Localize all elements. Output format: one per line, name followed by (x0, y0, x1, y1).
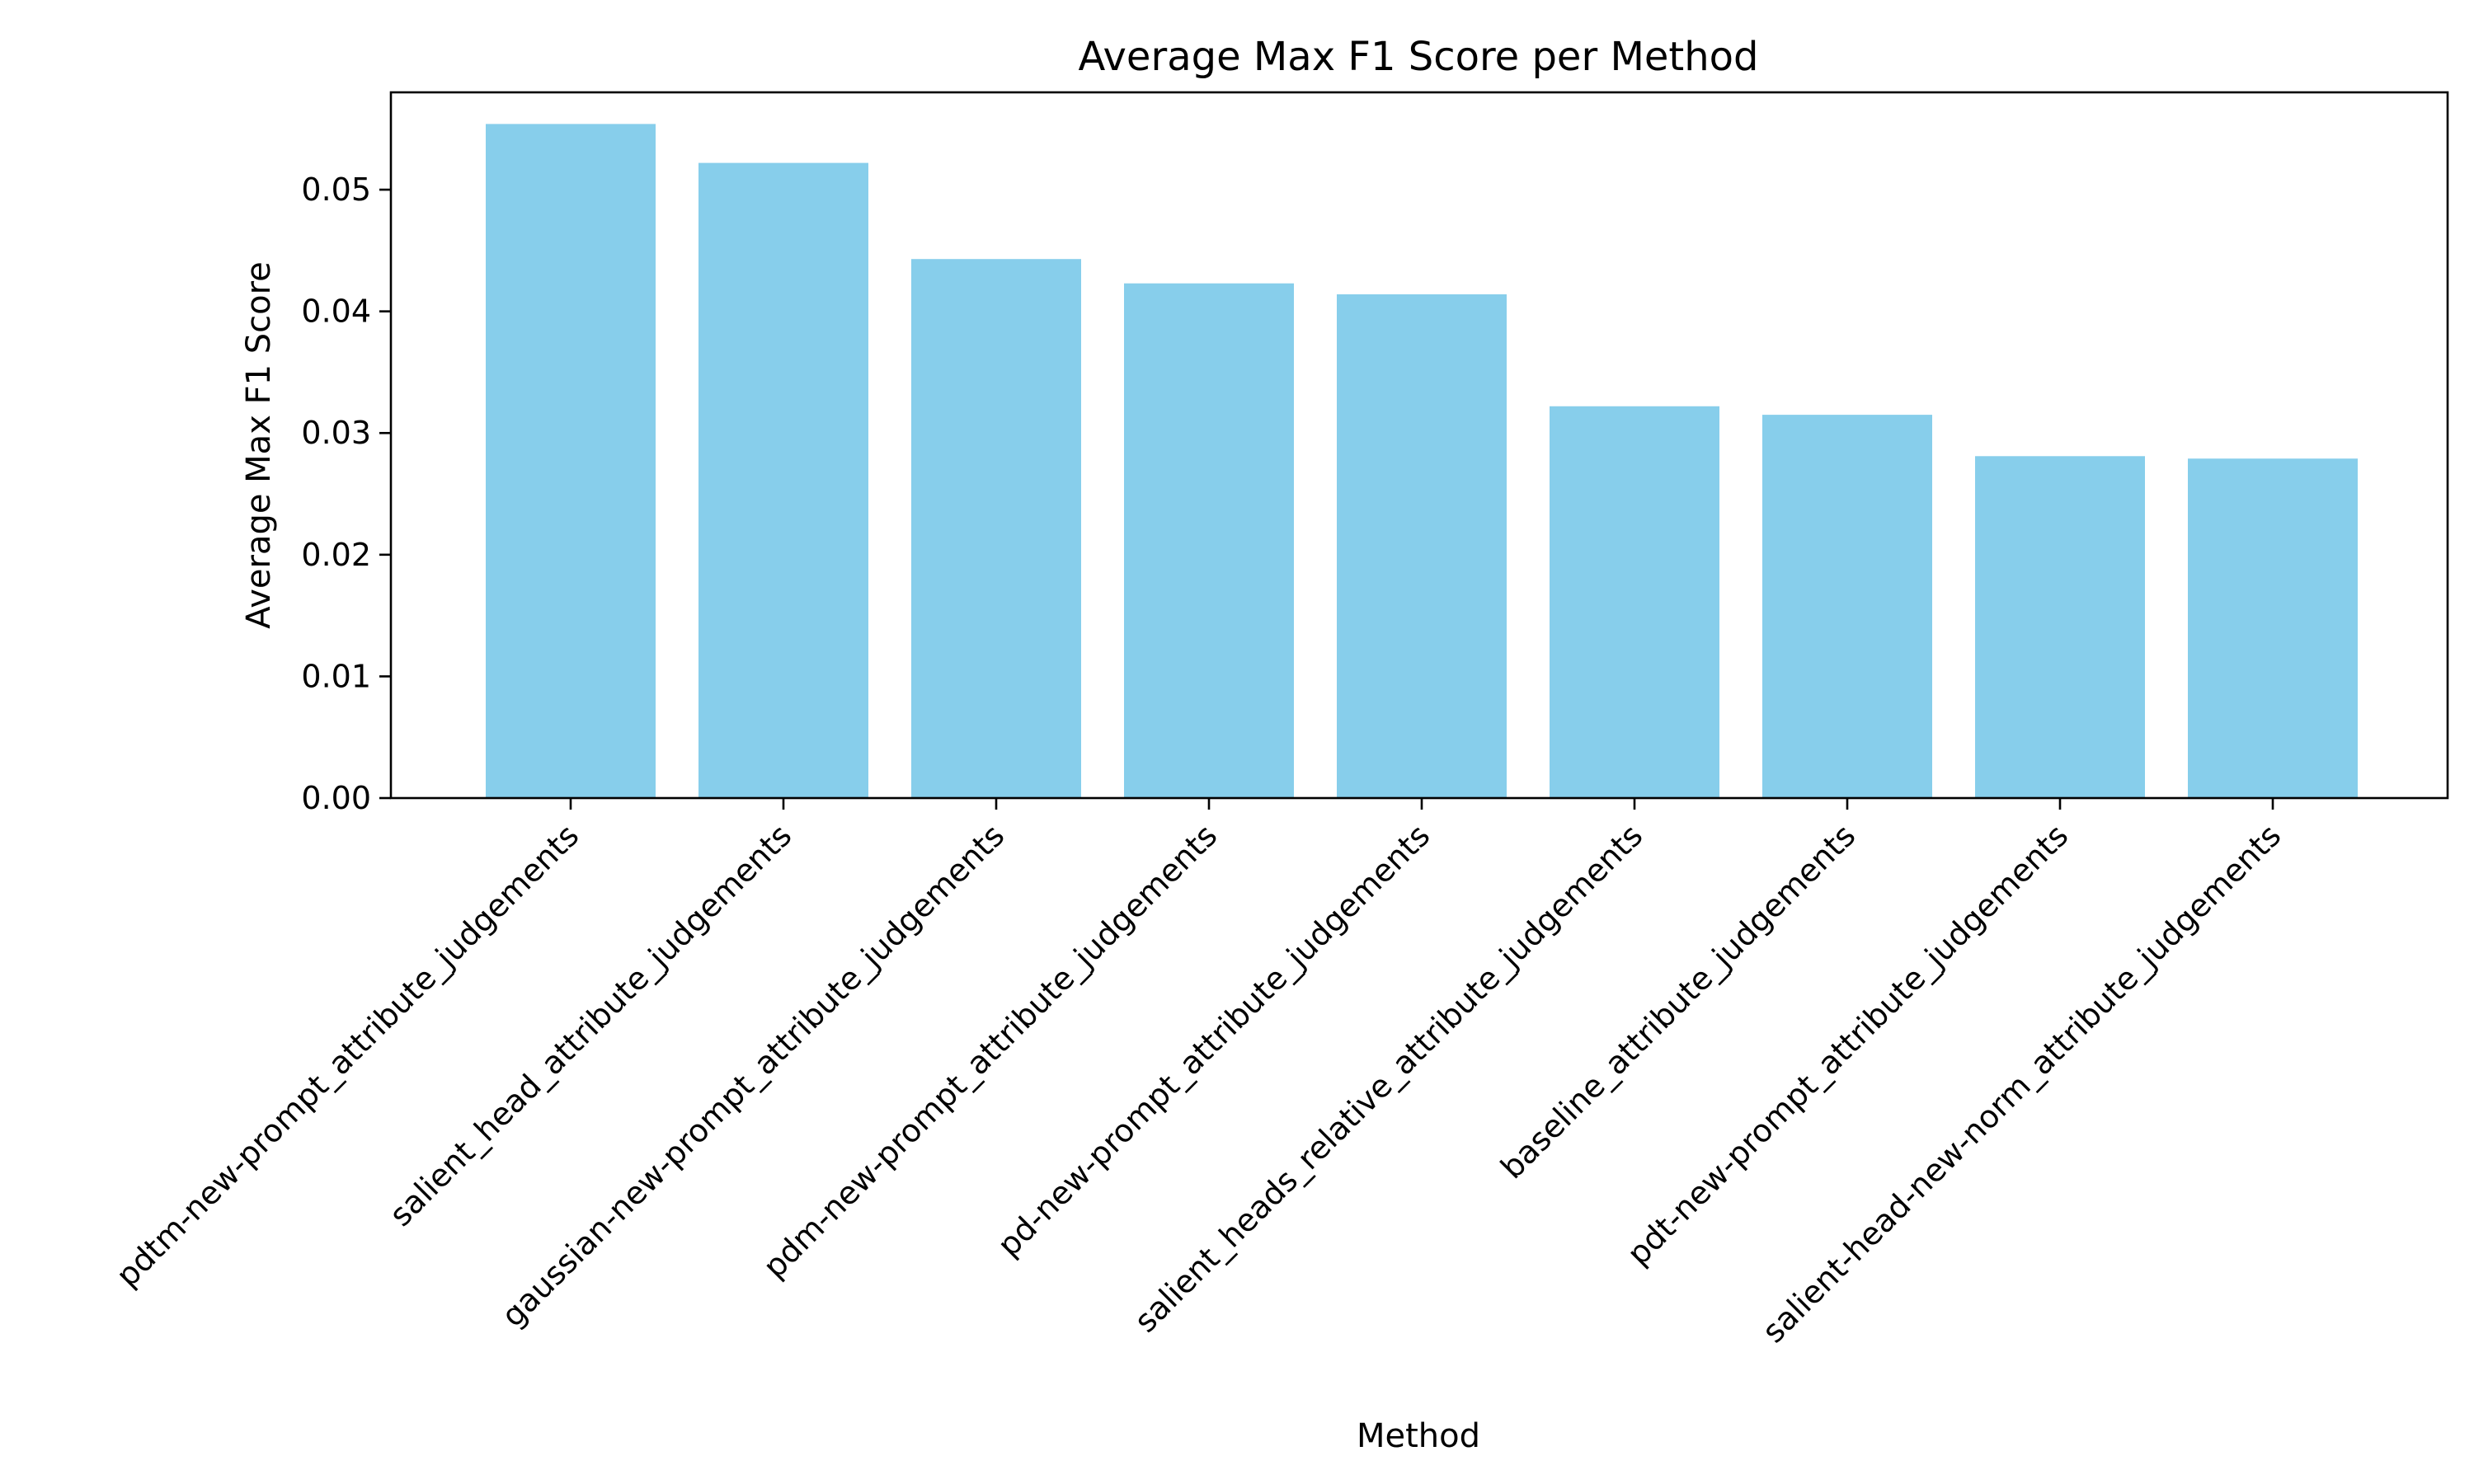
x-axis-label: Method (1357, 1417, 1480, 1455)
y-axis-label: Average Max F1 Score (240, 261, 278, 629)
bar-6 (1550, 406, 1719, 798)
y-tick-label-4: 0.04 (301, 294, 371, 330)
x-tick-label-3: gaussian-new-prompt_attribute_judgements (495, 817, 1012, 1334)
x-tick-label-2: salient_head_attribute_judgements (383, 817, 799, 1233)
bar-7 (1762, 415, 1932, 798)
y-tick-label-5: 0.05 (301, 171, 371, 208)
x-axis: pdtm-new-prompt_attribute_judgementssali… (109, 798, 2288, 1350)
bar-4 (1124, 283, 1294, 799)
bar-1 (486, 124, 656, 798)
chart-title: Average Max F1 Score per Method (1079, 34, 1759, 80)
y-tick-label-1: 0.01 (301, 658, 371, 694)
x-tick-label-1: pdtm-new-prompt_attribute_judgements (109, 817, 586, 1294)
y-tick-label-3: 0.03 (301, 415, 371, 451)
x-tick-label-9: salient-head-new-norm_attribute_judgemen… (1755, 817, 2288, 1350)
x-tick-label-5: pd-new-prompt_attribute_judgements (990, 817, 1437, 1263)
plot-frame (389, 91, 2449, 800)
x-tick-label-4: pdm-new-prompt_attribute_judgements (756, 817, 1225, 1285)
bar-3 (911, 259, 1081, 798)
bar-2 (698, 162, 868, 799)
bar-5 (1337, 294, 1507, 798)
y-tick-label-2: 0.02 (301, 537, 371, 573)
bar-8 (1975, 456, 2145, 798)
x-tick-label-8: pdt-new-prompt_attribute_judgements (1620, 817, 2075, 1272)
bar-9 (2188, 458, 2358, 798)
y-tick-label-0: 0.00 (301, 780, 371, 816)
y-axis: 0.00 0.01 0.02 0.03 0.04 0.05 (301, 171, 391, 816)
x-tick-label-7: baseline_attribute_judgements (1493, 817, 1862, 1186)
x-tick-label-6: salient_heads_relative_attribute_judgeme… (1127, 817, 1649, 1339)
bars-group (486, 124, 2358, 799)
